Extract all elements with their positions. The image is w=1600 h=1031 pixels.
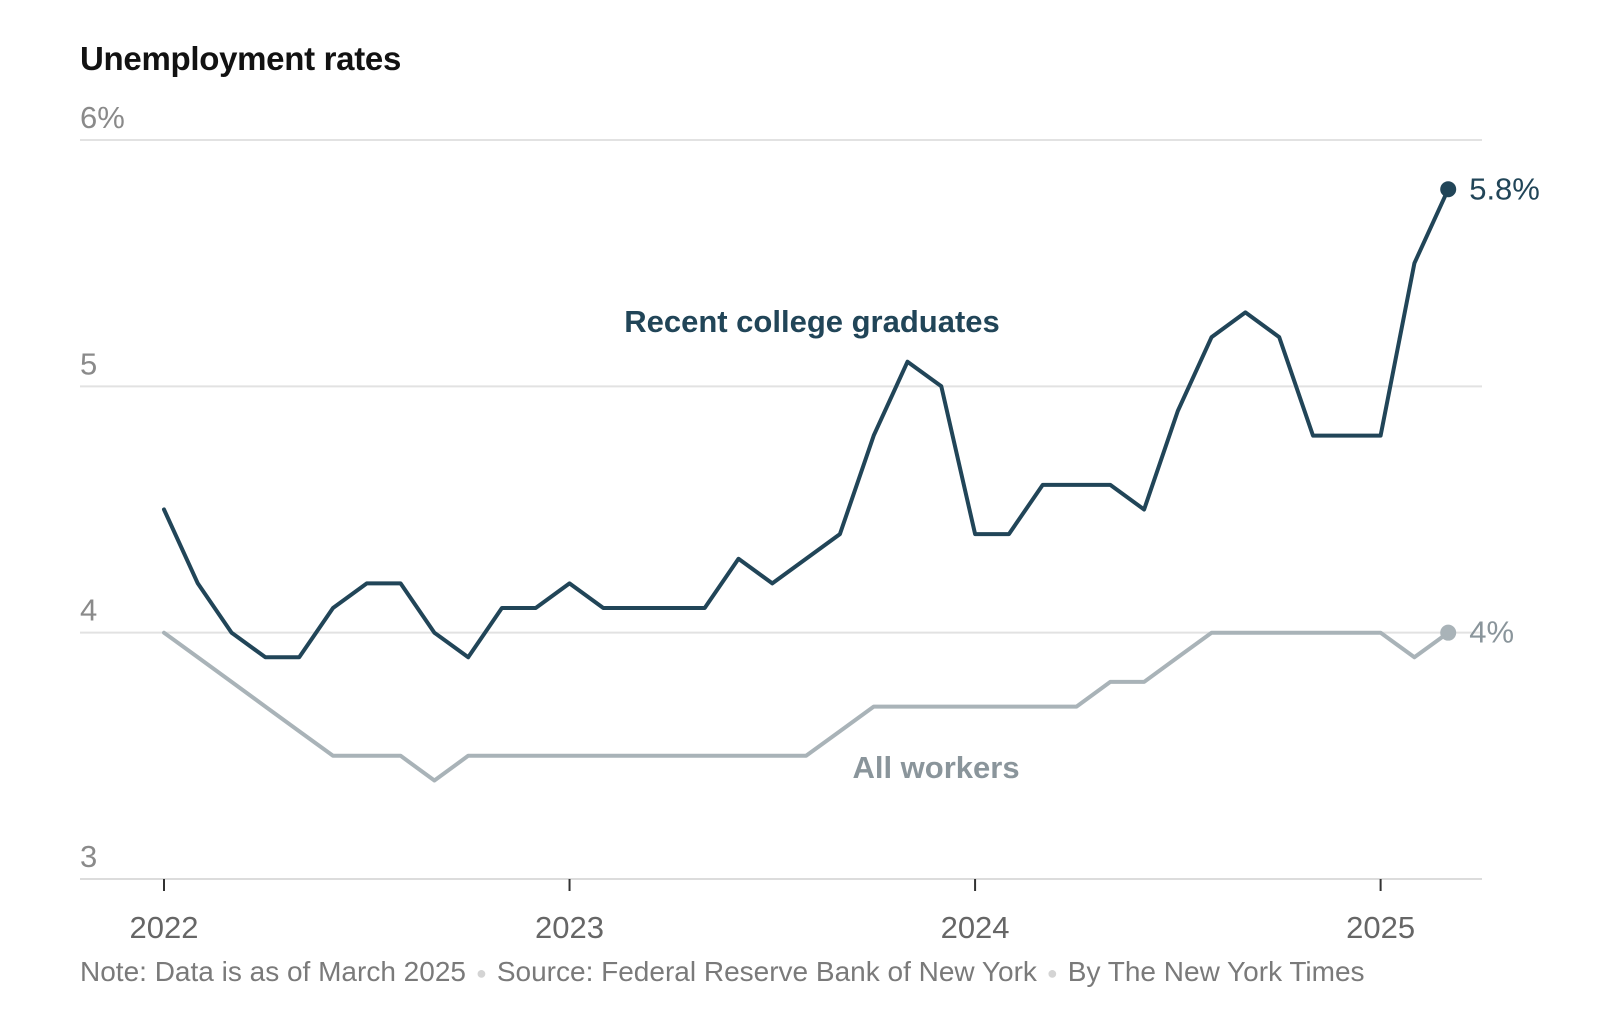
series-labels: 4% 5.8% Recent college graduates All worker… xyxy=(624,171,1540,785)
y-tick-label: 5 xyxy=(80,346,97,381)
x-tick-label: 2025 xyxy=(1346,910,1415,945)
series-end-label-recent-college-graduates: 5.8% xyxy=(1469,171,1540,206)
series-lines xyxy=(162,181,1457,783)
series-end-label-all-workers: 4% xyxy=(1469,615,1514,650)
y-tick-label: 3 xyxy=(80,839,97,874)
series-end-point-recent-college-graduates xyxy=(1440,181,1457,198)
separator-dot-icon: ● xyxy=(1046,963,1058,984)
y-tick-label: 6% xyxy=(80,100,125,135)
x-axis-ticks: 2022 2023 2024 2025 xyxy=(130,879,1415,945)
y-tick-label: 4 xyxy=(80,593,97,628)
y-axis-ticks: 3 4 5 6% xyxy=(80,100,125,874)
series-name-label: All workers xyxy=(852,750,1019,785)
footer-note: Note: Data is as of March 2025 xyxy=(80,956,466,987)
series-name-label: Recent college graduates xyxy=(624,304,1000,339)
series-line-recent-college-graduates xyxy=(162,187,1451,660)
x-tick-label: 2024 xyxy=(941,910,1010,945)
footer-source: Source: Federal Reserve Bank of New York xyxy=(496,956,1037,987)
chart-footer: Note: Data is as of March 2025 ● Source: F… xyxy=(80,956,1365,988)
footer-credit: By The New York Times xyxy=(1067,956,1365,987)
grid-lines xyxy=(80,139,1482,880)
series-line-all-workers xyxy=(162,630,1451,783)
series-end-point-all-workers xyxy=(1440,624,1457,641)
separator-dot-icon: ● xyxy=(475,963,487,984)
x-tick-label: 2022 xyxy=(130,910,199,945)
chart-title: Unemployment rates xyxy=(80,40,402,77)
x-tick-label: 2023 xyxy=(535,910,604,945)
